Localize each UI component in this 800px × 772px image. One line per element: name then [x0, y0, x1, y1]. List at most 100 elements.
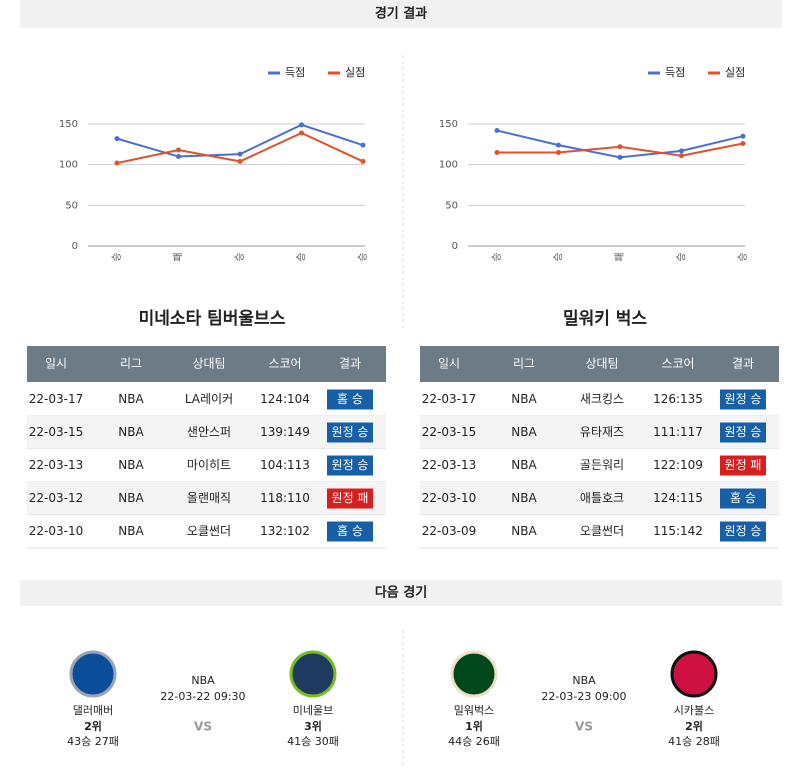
cell: 22-03-13: [29, 458, 83, 472]
y-tick-label: 0: [72, 241, 78, 252]
x-tick-label: 승: [737, 252, 749, 261]
data-point: [299, 130, 304, 136]
y-tick-label: 50: [65, 200, 78, 211]
cell: 122:109: [653, 458, 703, 472]
league: NBA: [572, 674, 596, 687]
data-point: [494, 128, 500, 134]
table-row: [27, 383, 386, 416]
data-point: [114, 160, 120, 166]
data-point: [237, 151, 243, 157]
table-header: [420, 346, 779, 382]
x-tick-label: 승: [234, 252, 246, 261]
table-header: [27, 346, 386, 382]
y-tick-label: 150: [59, 119, 78, 130]
legend-label: 득점: [665, 66, 685, 79]
x-tick-label: 승: [553, 252, 565, 261]
data-point: [556, 149, 561, 155]
result-text: 홈 승: [337, 392, 363, 406]
cell: LA레이커: [185, 392, 233, 406]
table-row: [420, 416, 779, 449]
result-badge: [720, 455, 766, 476]
x-tick-label: 승: [676, 252, 688, 261]
cell: NBA: [118, 524, 144, 538]
cell: 올랜매직: [187, 491, 231, 505]
result-text: 원정 승: [725, 425, 762, 439]
result-text: 원정 승: [332, 425, 369, 439]
cell: 124:115: [653, 491, 703, 505]
legend-label: 득점: [285, 66, 305, 79]
column-header: 리그: [120, 357, 142, 371]
cell: 22-03-17: [29, 392, 83, 406]
cell: NBA: [118, 491, 144, 505]
team-rank: 2위: [685, 720, 703, 733]
result-text: 원정 승: [725, 392, 762, 406]
team-name: 밀워키 벅스: [563, 308, 647, 329]
cell: 126:135: [653, 392, 703, 406]
data-point: [176, 147, 181, 153]
datetime: 22-03-23 09:00: [541, 690, 626, 703]
table-row: [420, 449, 779, 482]
cell: 104:113: [260, 458, 310, 472]
y-tick-label: 100: [59, 160, 78, 171]
cell: 118:110: [260, 491, 310, 505]
legend-label: 실점: [345, 66, 365, 79]
cell: NBA: [118, 425, 144, 439]
cell: 오클썬더: [580, 524, 624, 538]
team-logo: [670, 650, 718, 698]
result-badge: [327, 521, 373, 542]
column-header: 상대팀: [585, 357, 618, 371]
cell: NBA: [118, 392, 144, 406]
legend-label: 실점: [725, 66, 745, 79]
team-record: 41승 28패: [668, 735, 720, 748]
y-tick-label: 150: [439, 119, 458, 130]
data-point: [299, 122, 304, 128]
y-tick-label: 0: [452, 241, 458, 252]
cell: 샌안스퍼: [187, 425, 231, 439]
column-header: 스코어: [268, 357, 301, 371]
x-tick-label: 패: [173, 252, 185, 261]
result-badge: [720, 488, 766, 509]
column-header: 스코어: [661, 357, 694, 371]
result-badge: [720, 389, 766, 410]
cell: 22-03-13: [422, 458, 476, 472]
cell: 22-03-10: [29, 524, 83, 538]
result-text: 원정 승: [725, 524, 762, 538]
result-badge: [720, 521, 766, 542]
result-badge: [327, 389, 373, 410]
result-text: 홈 승: [730, 491, 756, 505]
result-text: 원정 패: [725, 458, 762, 472]
team-name: 댈러매버: [73, 704, 113, 717]
cell: NBA: [118, 458, 144, 472]
cell: 115:142: [653, 524, 703, 538]
column-header: 상대팀: [192, 357, 225, 371]
column-header: 리그: [513, 357, 535, 371]
datetime: 22-03-22 09:30: [160, 690, 245, 703]
cell: 22-03-17: [422, 392, 476, 406]
result-badge: [327, 488, 373, 509]
cell: 111:117: [653, 425, 703, 439]
team-name: 밀워벅스: [454, 704, 494, 717]
team-rank: 3위: [304, 720, 322, 733]
result-badge: [327, 455, 373, 476]
section-header: [20, 0, 782, 28]
team-record: 43승 27패: [67, 735, 119, 748]
team-rank: 2위: [84, 720, 102, 733]
team-record: 44승 26패: [448, 735, 500, 748]
team-name: 미네울브: [293, 704, 333, 717]
column-header: 일시: [45, 357, 67, 371]
cell: 애틀호크: [580, 491, 624, 505]
data-point: [617, 144, 623, 150]
team-logo: [450, 650, 498, 698]
cell: NBA: [511, 458, 537, 472]
cell: 22-03-09: [422, 524, 476, 538]
cell: 22-03-15: [29, 425, 83, 439]
cell: 22-03-12: [29, 491, 83, 505]
cell: 22-03-15: [422, 425, 476, 439]
cell: 22-03-10: [422, 491, 476, 505]
column-header: 결과: [732, 357, 754, 371]
league: NBA: [191, 674, 215, 687]
data-point: [360, 158, 366, 164]
cell: 새크킹스: [580, 392, 624, 406]
cell: NBA: [511, 425, 537, 439]
